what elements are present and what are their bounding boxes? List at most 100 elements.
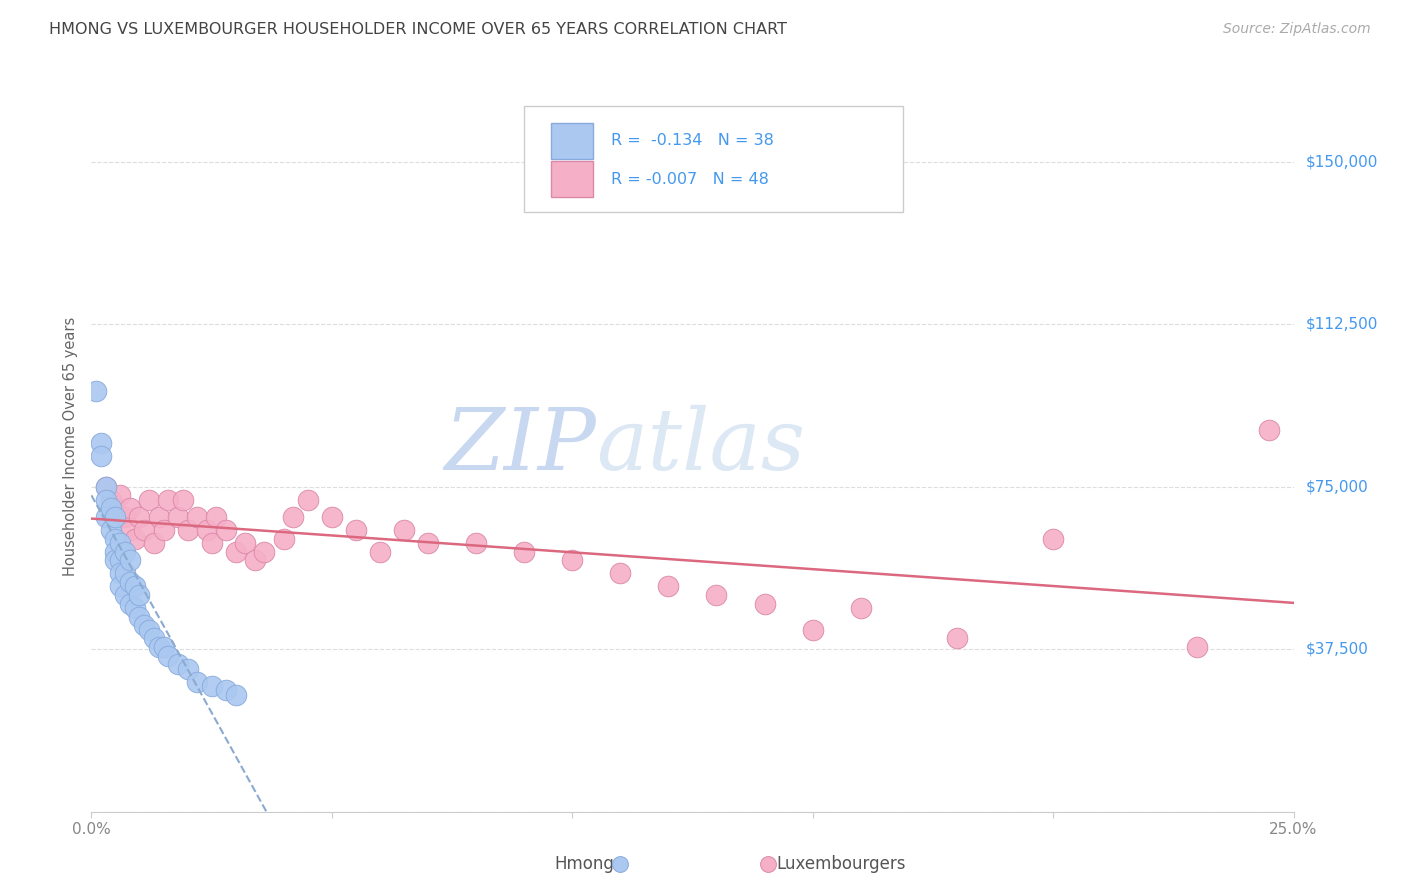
Point <box>283 510 305 524</box>
Point <box>148 510 170 524</box>
Point <box>273 532 295 546</box>
Point <box>344 523 367 537</box>
Point <box>94 492 117 507</box>
Point <box>186 510 208 524</box>
Point <box>157 492 180 507</box>
Point <box>1258 423 1281 437</box>
Point <box>201 679 224 693</box>
Point <box>392 523 415 537</box>
Point <box>114 510 136 524</box>
Point <box>104 532 127 546</box>
Point <box>118 501 141 516</box>
Text: Hmong: Hmong <box>554 855 614 873</box>
Point <box>167 657 190 672</box>
Point <box>201 536 224 550</box>
Point <box>138 623 160 637</box>
Point <box>90 450 112 464</box>
Text: HMONG VS LUXEMBOURGER HOUSEHOLDER INCOME OVER 65 YEARS CORRELATION CHART: HMONG VS LUXEMBOURGER HOUSEHOLDER INCOME… <box>49 22 787 37</box>
Point <box>94 510 117 524</box>
Point <box>110 579 132 593</box>
Point <box>172 492 194 507</box>
Point <box>138 492 160 507</box>
Text: $37,500: $37,500 <box>1306 641 1368 657</box>
Point <box>1042 532 1064 546</box>
Point <box>186 674 208 689</box>
Point <box>215 523 238 537</box>
Point <box>110 566 132 581</box>
Point <box>297 492 319 507</box>
Text: $150,000: $150,000 <box>1306 154 1378 169</box>
Point <box>215 683 238 698</box>
Point <box>110 536 132 550</box>
Point <box>128 609 150 624</box>
Point <box>253 544 276 558</box>
Point <box>104 501 127 516</box>
Point <box>176 523 198 537</box>
Point <box>128 588 150 602</box>
Point <box>114 566 136 581</box>
Point <box>176 662 198 676</box>
Text: $75,000: $75,000 <box>1306 479 1368 494</box>
Text: R =  -0.134   N = 38: R = -0.134 N = 38 <box>610 134 773 148</box>
Point <box>94 480 117 494</box>
Text: atlas: atlas <box>596 405 806 487</box>
Point <box>114 544 136 558</box>
Point <box>142 536 165 550</box>
FancyBboxPatch shape <box>551 161 593 197</box>
Text: $112,500: $112,500 <box>1306 317 1378 332</box>
FancyBboxPatch shape <box>551 123 593 160</box>
Point <box>321 510 343 524</box>
Point <box>1187 640 1209 654</box>
Point <box>124 532 146 546</box>
Point <box>368 544 391 558</box>
Point <box>104 553 127 567</box>
Point <box>946 632 969 646</box>
Point <box>84 384 107 399</box>
Point <box>110 488 132 502</box>
Point <box>94 480 117 494</box>
Point <box>110 553 132 567</box>
Text: Source: ZipAtlas.com: Source: ZipAtlas.com <box>1223 22 1371 37</box>
Point <box>657 579 679 593</box>
Point <box>561 553 583 567</box>
Point <box>225 688 247 702</box>
Point <box>416 536 439 550</box>
Point <box>195 523 218 537</box>
Point <box>118 597 141 611</box>
Point <box>513 544 536 558</box>
Point <box>90 436 112 450</box>
Point <box>152 640 174 654</box>
Text: ZIP: ZIP <box>444 405 596 487</box>
Point <box>609 566 631 581</box>
Point <box>118 523 141 537</box>
Point <box>124 579 146 593</box>
Point <box>754 597 776 611</box>
Point <box>243 553 266 567</box>
Point <box>118 574 141 589</box>
Point <box>100 492 122 507</box>
Point <box>134 523 156 537</box>
Point <box>801 623 824 637</box>
Text: R = -0.007   N = 48: R = -0.007 N = 48 <box>610 171 769 186</box>
Point <box>134 618 156 632</box>
Point <box>128 510 150 524</box>
Point <box>118 553 141 567</box>
Point <box>167 510 190 524</box>
Y-axis label: Householder Income Over 65 years: Householder Income Over 65 years <box>63 317 79 575</box>
Point <box>124 601 146 615</box>
Text: Luxembourgers: Luxembourgers <box>776 855 905 873</box>
Point <box>148 640 170 654</box>
Point <box>157 648 180 663</box>
Point <box>849 601 872 615</box>
FancyBboxPatch shape <box>524 106 903 212</box>
Point <box>205 510 228 524</box>
Point <box>152 523 174 537</box>
Point <box>114 588 136 602</box>
Point <box>233 536 256 550</box>
Point <box>100 523 122 537</box>
Point <box>142 632 165 646</box>
Point <box>104 544 127 558</box>
Point <box>104 510 127 524</box>
Point <box>100 501 122 516</box>
Point <box>465 536 488 550</box>
